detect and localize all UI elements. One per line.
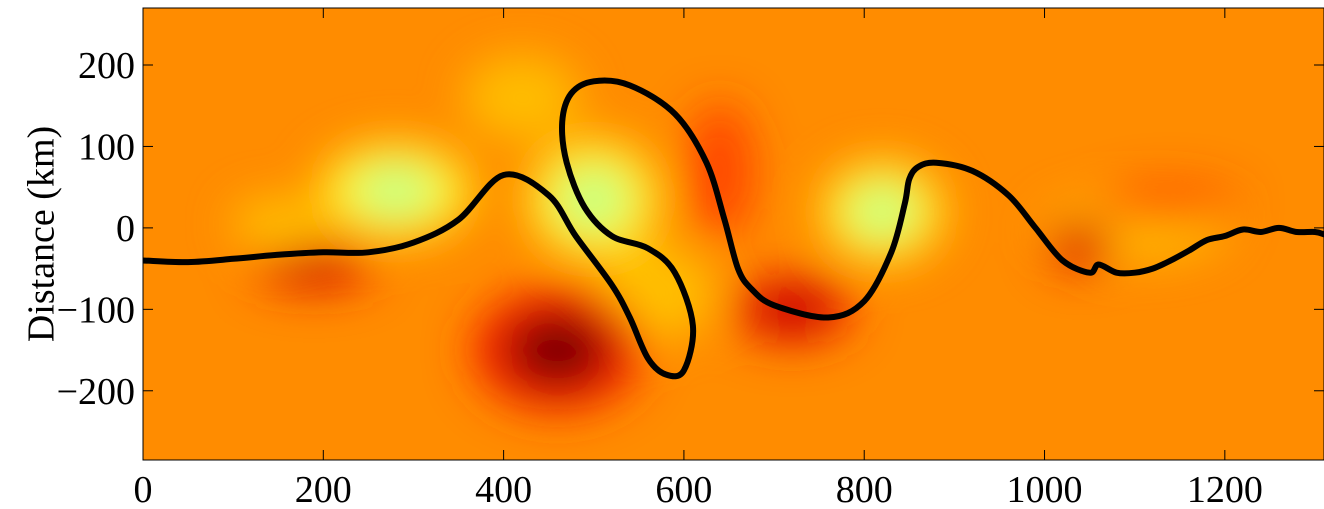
x-tick-label: 200	[295, 469, 352, 509]
x-tick-label: 600	[655, 469, 712, 509]
heatmap-contour	[267, 251, 361, 286]
heatmap-feature-warm	[1100, 182, 1242, 225]
heatmap-contour	[562, 170, 626, 228]
heatmap-contour	[518, 321, 598, 379]
plot-frame	[142, 7, 1324, 461]
y-tick-label: −100	[57, 289, 135, 331]
series-line	[143, 77, 1324, 380]
heatmap-field	[231, 55, 1242, 414]
y-axis-label: Distance (km)	[20, 126, 62, 342]
y-axis: 200 100 0 −100 −200	[57, 45, 1324, 413]
heatmap-contour	[684, 102, 756, 240]
heatmap-contour	[463, 55, 581, 140]
x-tick-label: 1200	[1187, 469, 1263, 509]
heatmap-contour	[231, 197, 326, 251]
heatmap-contour	[358, 168, 433, 215]
y-tick-label: 0	[116, 208, 135, 250]
heatmap-feature-warm	[1045, 217, 1116, 271]
plot-area	[143, 8, 1324, 460]
heatmap-contour	[853, 187, 912, 236]
heatmap-feature-cool	[231, 197, 326, 251]
heatmap-feature-warm	[469, 286, 646, 414]
x-tick-label: 1000	[1007, 469, 1083, 509]
y-tick-label: −200	[57, 371, 135, 413]
x-tick-label: 800	[836, 469, 893, 509]
x-tick-label: 400	[475, 469, 532, 509]
heatmap-feature-cool	[817, 158, 947, 265]
series-layer	[143, 77, 1324, 380]
heatmap-feature-warm	[684, 102, 756, 240]
heatmap-contour	[1100, 182, 1242, 225]
heatmap-feature-cool	[463, 55, 581, 140]
x-tick-label: 0	[134, 469, 153, 509]
y-tick-label: 100	[78, 126, 135, 168]
x-axis: 0 200 400 600 800 1000 1200	[134, 8, 1263, 509]
heatmap-contour	[1055, 225, 1106, 264]
y-tick-label: 200	[78, 45, 135, 87]
heatmap-feature-cool	[313, 140, 478, 243]
